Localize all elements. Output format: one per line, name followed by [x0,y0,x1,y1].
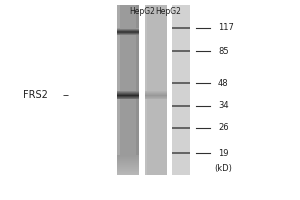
Text: 48: 48 [218,78,229,88]
Text: HepG2: HepG2 [129,7,155,17]
Text: --: -- [63,90,70,100]
Text: FRS2: FRS2 [23,90,48,100]
Text: 85: 85 [218,46,229,55]
Text: HepG2: HepG2 [155,7,181,17]
Text: 26: 26 [218,123,229,132]
Text: 19: 19 [218,148,229,158]
Text: (kD): (kD) [214,164,232,172]
Text: 34: 34 [218,102,229,110]
Text: 117: 117 [218,23,234,32]
